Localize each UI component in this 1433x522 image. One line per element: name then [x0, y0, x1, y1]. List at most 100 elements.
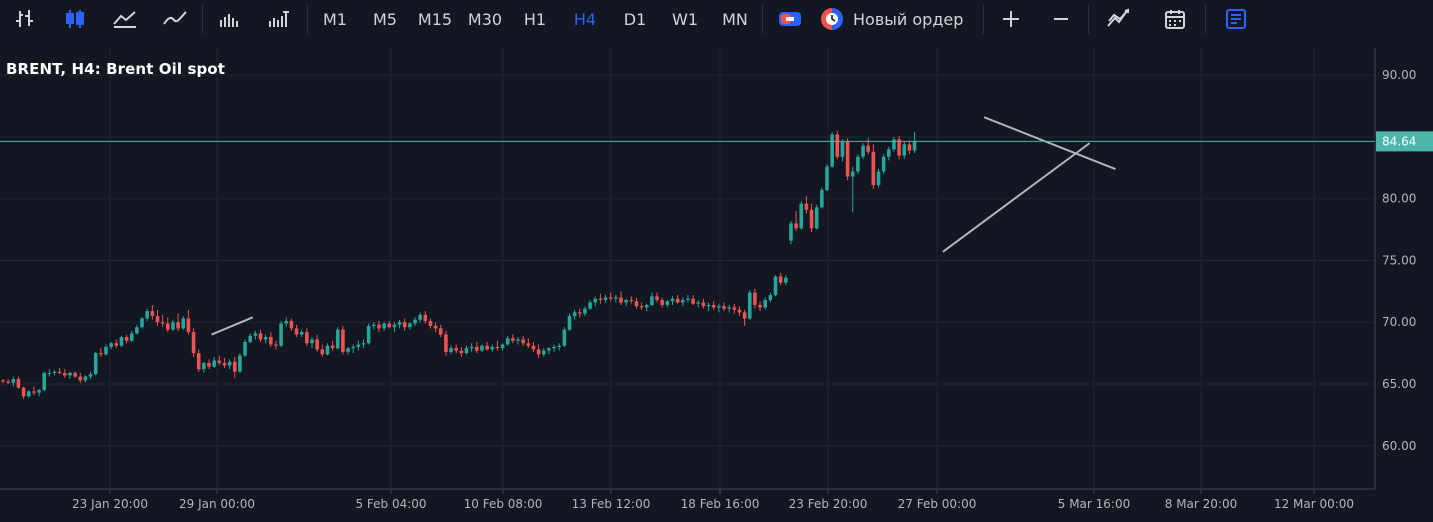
- timeframe-h4[interactable]: H4: [573, 9, 597, 29]
- candle: [413, 317, 417, 326]
- candle-body: [330, 345, 335, 349]
- candle: [428, 318, 433, 329]
- line-chart-icon[interactable]: [150, 0, 200, 38]
- candle-body: [809, 209, 814, 229]
- candle: [505, 335, 510, 346]
- candle-body: [315, 339, 319, 350]
- candle: [145, 308, 149, 321]
- candle-body: [320, 349, 325, 355]
- candle: [449, 345, 453, 355]
- timeframe-d1[interactable]: D1: [623, 9, 647, 29]
- timeframe-m5[interactable]: M5: [373, 9, 397, 29]
- candle: [335, 327, 340, 350]
- candles[interactable]: [1, 130, 917, 399]
- candle-body: [42, 372, 46, 391]
- x-tick-label: 5 Mar 16:00: [1058, 497, 1131, 511]
- timeframe-m1[interactable]: M1: [323, 9, 347, 29]
- candle: [232, 356, 237, 378]
- candle: [99, 348, 103, 357]
- candle: [753, 288, 757, 309]
- candle-body: [284, 321, 289, 324]
- candle-body: [217, 360, 222, 363]
- candle: [222, 358, 227, 368]
- candle-body: [1, 380, 5, 382]
- new-order-label: Новый ордер: [853, 9, 964, 29]
- y-tick-label: 90.00: [1382, 68, 1416, 82]
- candle-body: [433, 325, 438, 329]
- volume-bars-icon[interactable]: [205, 0, 255, 38]
- timeframe-m30[interactable]: M30: [467, 9, 503, 29]
- candle: [691, 295, 695, 305]
- candle-body: [397, 322, 402, 325]
- candle-body: [557, 345, 561, 347]
- candle-body: [655, 296, 659, 300]
- bar-chart-icon[interactable]: [0, 0, 50, 38]
- candle-body: [866, 145, 870, 152]
- candle-body: [11, 379, 16, 383]
- candle-body: [629, 300, 634, 302]
- candle: [675, 295, 680, 304]
- candle: [547, 346, 551, 355]
- candle: [526, 338, 531, 349]
- candle: [438, 324, 443, 338]
- candle: [655, 292, 659, 303]
- new-order-button[interactable]: Новый ордер: [815, 0, 981, 38]
- candle: [670, 296, 675, 305]
- candle-body: [428, 321, 433, 326]
- indicator-bars-icon[interactable]: [255, 0, 305, 38]
- candle-body: [500, 344, 505, 349]
- candle: [305, 328, 309, 346]
- timeframe-mn[interactable]: MN: [722, 9, 748, 29]
- timeframe-w1[interactable]: W1: [672, 9, 698, 29]
- candle: [42, 371, 46, 392]
- candle-body: [830, 134, 834, 167]
- candle-body: [835, 134, 840, 157]
- area-chart-icon[interactable]: [100, 0, 150, 38]
- candle-body: [670, 298, 675, 302]
- candle-body: [485, 345, 489, 350]
- candle-body: [99, 353, 103, 355]
- candle: [166, 317, 170, 333]
- candle-body: [232, 361, 237, 372]
- candle-body: [227, 361, 232, 366]
- candle: [732, 303, 737, 314]
- timeframe-m15[interactable]: M15: [417, 9, 453, 29]
- y-tick-label: 80.00: [1382, 192, 1416, 206]
- candle-body: [665, 301, 670, 305]
- candle: [176, 313, 180, 331]
- timeframe-h1[interactable]: H1: [523, 9, 547, 29]
- candlestick-chart-icon[interactable]: [50, 0, 100, 38]
- candle: [444, 330, 448, 356]
- trendlines[interactable]: [211, 116, 1116, 336]
- candle-body: [634, 301, 639, 307]
- zoom-in-icon[interactable]: [986, 0, 1036, 38]
- candle-body: [871, 151, 876, 186]
- zoom-out-icon[interactable]: [1036, 0, 1086, 38]
- candle-body: [186, 318, 191, 333]
- candle: [294, 324, 299, 338]
- candle-body: [876, 171, 881, 186]
- candle-body: [104, 346, 108, 355]
- candle-body: [737, 309, 742, 313]
- candle-body: [578, 312, 582, 314]
- candle: [485, 342, 489, 351]
- candle: [16, 376, 21, 389]
- candle: [1, 379, 5, 383]
- candle: [907, 140, 912, 155]
- candle-body: [392, 324, 397, 328]
- candle-body: [305, 332, 309, 344]
- candle-body: [747, 292, 752, 319]
- current-price-badge: [1376, 131, 1433, 152]
- calendar-icon[interactable]: [1147, 0, 1203, 38]
- y-tick-label: 65.00: [1382, 377, 1416, 391]
- candle: [717, 303, 721, 313]
- candle: [392, 322, 397, 333]
- candle-body: [129, 333, 134, 341]
- trade-toggle-icon[interactable]: [765, 0, 815, 38]
- indicators-icon[interactable]: [1091, 0, 1147, 38]
- candle: [892, 136, 896, 152]
- candle: [588, 300, 592, 310]
- notes-icon[interactable]: [1208, 0, 1264, 38]
